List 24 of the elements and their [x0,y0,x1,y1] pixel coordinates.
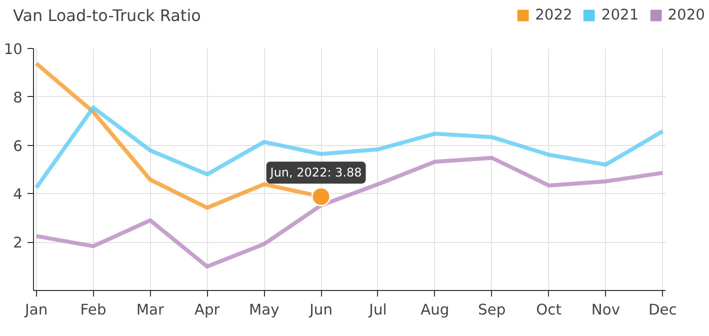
x-tick-label: Aug [420,302,450,318]
x-tick-label: Jun [308,302,332,318]
legend-label: 2020 [668,6,705,24]
x-tick-label: Sep [478,302,506,318]
x-tick-label: Nov [591,302,620,318]
x-tick-label: Feb [80,302,106,318]
annotation: Jun, 2022: 3.88 [269,166,362,180]
line-series [34,156,665,269]
legend-label: 2022 [535,6,572,24]
x-tick-label: Oct [536,302,562,318]
y-tick-label: 6 [13,138,23,155]
x-tick-label: Dec [648,302,677,318]
legend-label: 2021 [601,6,639,24]
x-tick-label: Apr [194,302,221,318]
line-series [34,106,665,190]
x-tick-label: Jan [24,302,48,318]
y-tick-label: 2 [13,234,23,252]
x-tick-label: May [248,302,280,318]
y-tick-label: 8 [13,89,23,106]
x-tick-label: Jul [368,302,387,318]
x-tick-label: Mar [136,302,166,318]
chart-title: Van Load-to-Truck Ratio [13,5,201,27]
y-tick-label: 10 [4,41,23,58]
y-tick-label: 4 [13,186,23,204]
